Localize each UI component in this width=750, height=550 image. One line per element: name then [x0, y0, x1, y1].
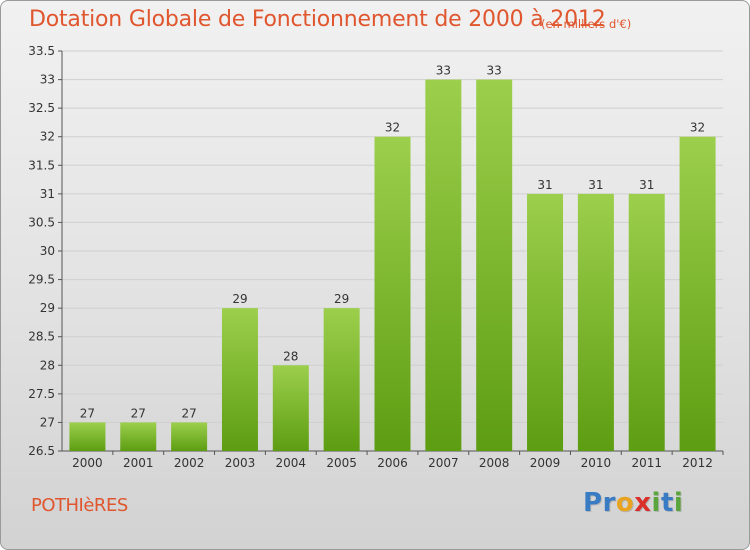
- bar-value-label: 31: [588, 178, 603, 192]
- y-tick-label: 29: [40, 301, 55, 315]
- y-tick-label: 30: [40, 244, 55, 258]
- bar: [69, 422, 106, 451]
- chart-title: Dotation Globale de Fonctionnement de 20…: [29, 7, 606, 32]
- y-tick-label: 27.5: [28, 387, 55, 401]
- y-tick-label: 33: [40, 73, 55, 87]
- y-tick-label: 27: [40, 415, 55, 429]
- x-tick-label: 2012: [682, 456, 713, 470]
- bar: [323, 308, 360, 451]
- logo-letter: P: [583, 488, 603, 518]
- y-tick-label: 31.5: [28, 158, 55, 172]
- x-tick-label: 2009: [530, 456, 561, 470]
- x-tick-label: 2005: [326, 456, 357, 470]
- y-tick-label: 29.5: [28, 273, 55, 287]
- bar: [577, 193, 614, 451]
- y-tick-label: 30.5: [28, 215, 55, 229]
- x-tick-label: 2003: [225, 456, 256, 470]
- x-tick-label: 2008: [479, 456, 510, 470]
- y-tick-label: 32.5: [28, 101, 55, 115]
- bar: [679, 136, 716, 451]
- bar-value-label: 28: [283, 349, 298, 363]
- bar-value-label: 29: [334, 292, 349, 306]
- bar-value-label: 32: [385, 121, 400, 135]
- bar-value-label: 33: [487, 64, 502, 78]
- bar-value-label: 31: [639, 178, 654, 192]
- x-tick-label: 2000: [72, 456, 103, 470]
- bar: [221, 308, 258, 451]
- logo-letter: i: [673, 488, 684, 518]
- y-tick-label: 33.5: [28, 44, 55, 58]
- bar: [527, 193, 564, 451]
- bar: [628, 193, 665, 451]
- x-tick-label: 2001: [123, 456, 154, 470]
- bar: [374, 136, 411, 451]
- bar: [476, 79, 513, 452]
- chart-unit: (en milliers d'€): [541, 17, 632, 31]
- x-tick-label: 2007: [428, 456, 459, 470]
- y-tick-label: 31: [40, 187, 55, 201]
- logo-letter: o: [615, 488, 635, 518]
- bar: [272, 365, 309, 451]
- bar: [425, 79, 462, 452]
- commune-name: POTHIèRES: [31, 495, 128, 516]
- logo-letter: i: [651, 488, 661, 518]
- y-tick-label: 32: [40, 130, 55, 144]
- bar-value-label: 27: [131, 406, 146, 420]
- bar: [120, 422, 157, 451]
- x-tick-label: 2010: [581, 456, 612, 470]
- logo-letter: t: [660, 488, 674, 518]
- bar-value-label: 27: [181, 406, 196, 420]
- bar-value-label: 29: [232, 292, 247, 306]
- logo-letter: r: [602, 488, 616, 518]
- y-tick-label: 28.5: [28, 330, 55, 344]
- x-tick-label: 2011: [631, 456, 662, 470]
- y-tick-label: 28: [40, 358, 55, 372]
- bar-value-label: 31: [537, 178, 552, 192]
- bar: [171, 422, 208, 451]
- x-tick-label: 2002: [174, 456, 205, 470]
- logo-letter: x: [634, 488, 652, 518]
- bar-value-label: 32: [690, 121, 705, 135]
- proxiti-logo[interactable]: Proxiti: [583, 488, 683, 518]
- x-tick-label: 2006: [377, 456, 408, 470]
- x-tick-label: 2004: [276, 456, 307, 470]
- y-tick-label: 26.5: [28, 444, 55, 458]
- bar-value-label: 33: [436, 64, 451, 78]
- bar-value-label: 27: [80, 406, 95, 420]
